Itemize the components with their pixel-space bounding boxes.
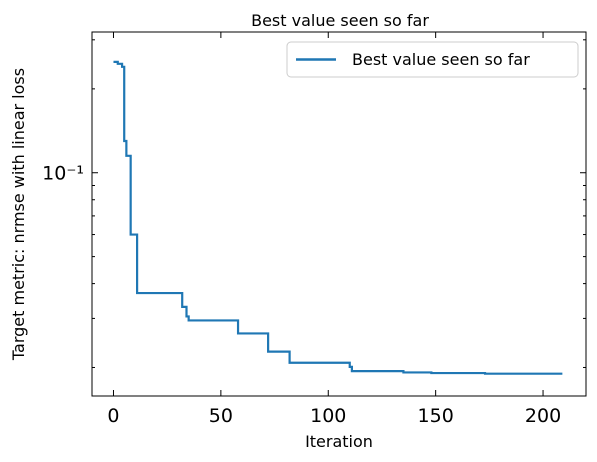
series-layer: [113, 60, 563, 375]
legend-box: [286, 41, 579, 78]
y-axis-ticks: 10⁻¹: [42, 39, 586, 368]
y-axis-label: Target metric: nrmse with linear loss: [9, 68, 28, 361]
x-tick-label: 50: [209, 405, 233, 427]
x-axis-ticks: 0 50 100 150 200: [107, 32, 561, 427]
x-axis-label: Iteration: [305, 432, 373, 451]
legend: Best value seen so far: [286, 41, 579, 78]
plot-frame: [91, 31, 587, 397]
y-tick-label: 10⁻¹: [42, 163, 84, 185]
x-tick-label: 0: [107, 405, 119, 427]
x-tick-label: 200: [525, 405, 561, 427]
x-tick-label: 100: [310, 405, 346, 427]
x-tick-label: 150: [418, 405, 454, 427]
legend-entry-label: Best value seen so far: [352, 50, 530, 69]
chart-title: Best value seen so far: [251, 11, 429, 30]
series-line: [113, 60, 563, 375]
